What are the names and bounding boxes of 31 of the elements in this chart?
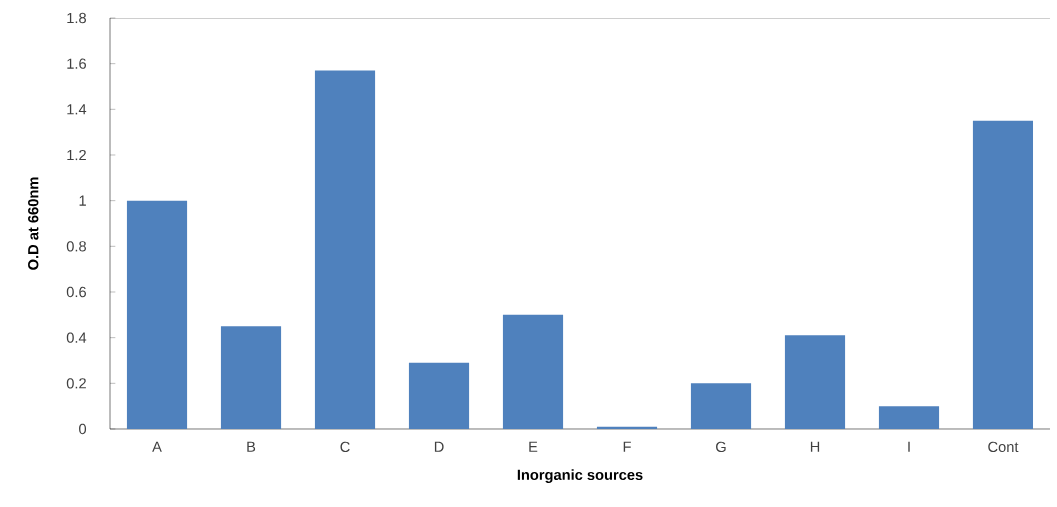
bar [126, 200, 188, 429]
y-tick-label: 0.2 [66, 378, 86, 389]
bar [690, 383, 752, 429]
x-tick-label: F [623, 441, 631, 452]
y-tick-label: 1.8 [67, 12, 86, 24]
y-tick-label: 0.8 [66, 241, 86, 252]
x-tick-label: G [716, 441, 726, 453]
x-tick-label: C [340, 441, 350, 453]
bar [784, 335, 846, 429]
y-tick-label: 0 [79, 423, 87, 435]
bar [408, 362, 470, 429]
y-axis-title: O.D at 660nm [28, 177, 39, 270]
x-axis-title: Inorganic sources [517, 469, 643, 483]
y-tick-label: 1.2 [67, 149, 86, 161]
y-tick-label: 1 [79, 195, 86, 206]
bar [314, 70, 376, 429]
y-tick-label: 0.4 [66, 332, 87, 343]
y-tick-label: 1.6 [67, 58, 86, 69]
bar [878, 406, 940, 429]
x-tick-label: D [434, 441, 444, 452]
bar [220, 326, 282, 429]
x-tick-label: A [152, 441, 162, 452]
x-tick-label: E [529, 441, 538, 452]
x-tick-label: H [810, 441, 820, 452]
bar [972, 120, 1034, 429]
bar [502, 314, 564, 429]
x-tick-label: Cont [988, 441, 1019, 453]
x-tick-label: B [247, 441, 256, 452]
y-tick-label: 0.6 [66, 286, 86, 298]
y-tick-label: 1.4 [67, 104, 87, 115]
x-tick-label: I [908, 441, 910, 452]
